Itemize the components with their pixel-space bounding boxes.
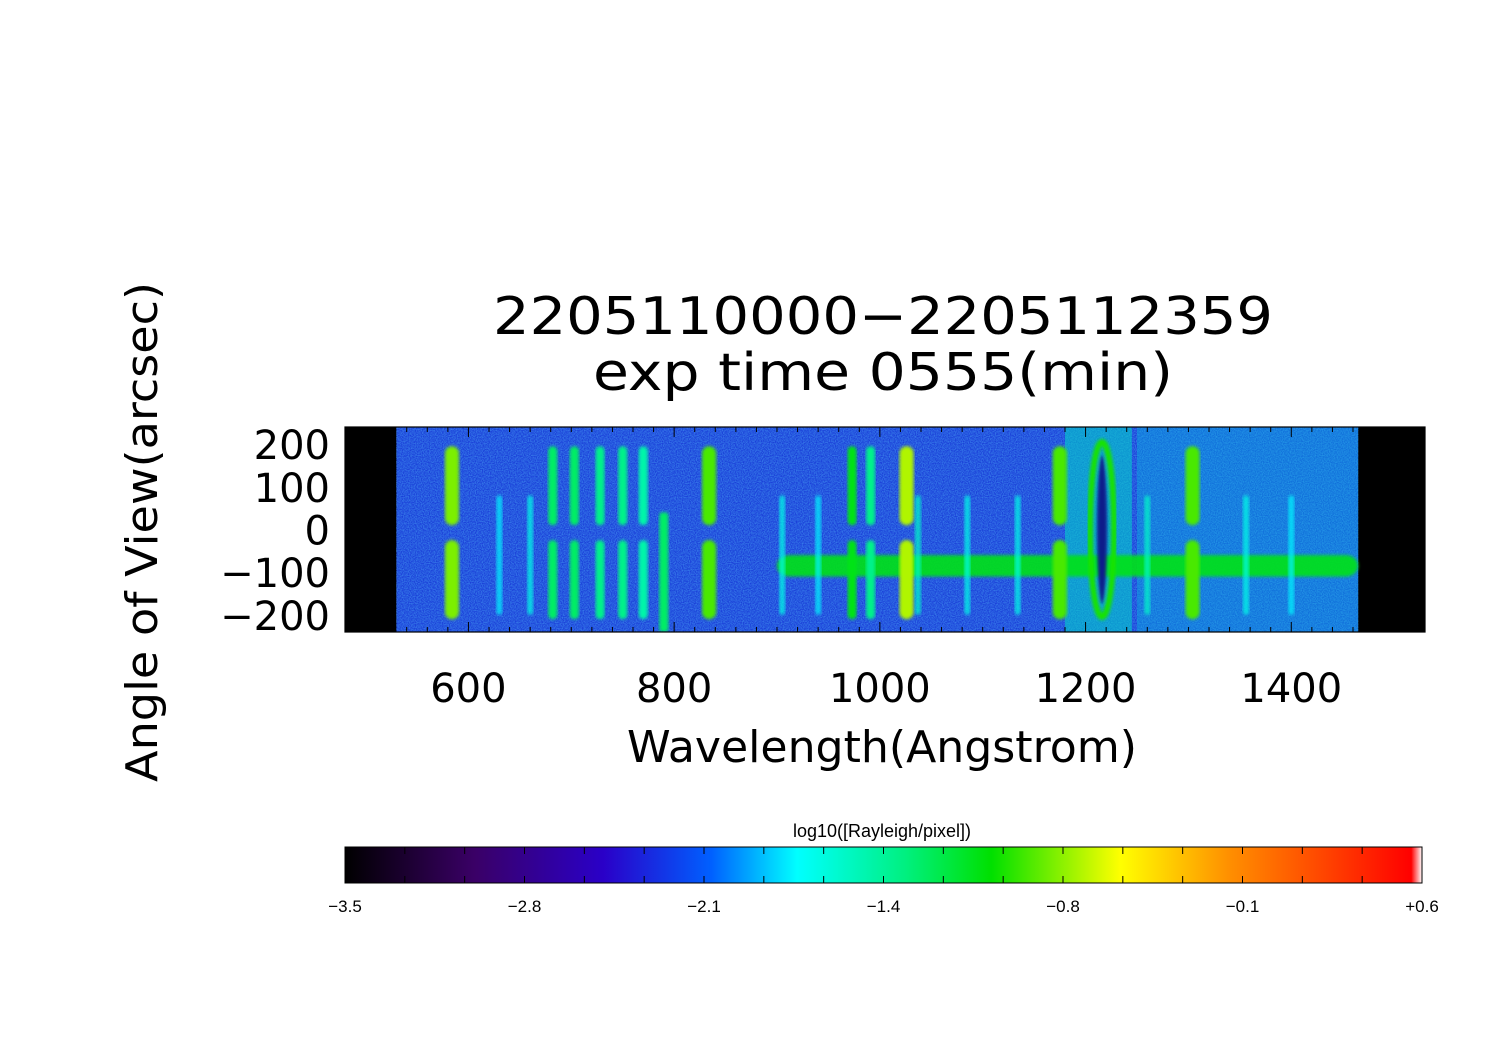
y-tick-label: 100 — [254, 466, 330, 512]
emission-line — [569, 446, 579, 620]
emission-line — [444, 446, 459, 620]
emission-line — [1243, 495, 1250, 615]
emission-line — [847, 446, 857, 620]
emission-line — [1144, 495, 1151, 615]
x-axis-ticks: 600 800 1000 1200 1400 — [365, 427, 1416, 712]
heatmap-image — [396, 427, 1359, 632]
emission-line — [779, 495, 786, 615]
emission-line — [1052, 446, 1067, 620]
colorbar-tick-label: −0.8 — [1046, 897, 1080, 916]
emission-line — [1185, 446, 1200, 620]
emission-line — [866, 446, 876, 620]
chart-title: 2205110000−2205112359 — [493, 287, 1273, 347]
x-axis-label: Wavelength(Angstrom) — [627, 722, 1137, 773]
emission-line — [527, 495, 534, 615]
colorbar-tick-label: −1.4 — [867, 897, 901, 916]
colorbar-tick-label: +0.6 — [1405, 897, 1439, 916]
emission-line — [964, 495, 971, 615]
emission-line — [595, 446, 605, 620]
emission-line — [659, 512, 669, 632]
y-tick-label: −200 — [220, 594, 330, 640]
colorbar-label: log10([Rayleigh/pixel]) — [793, 821, 971, 841]
emission-line — [548, 446, 558, 620]
x-tick-label: 600 — [430, 666, 506, 712]
colorbar-ticks: −3.5 −2.8 −2.1 −1.4 −0.8 −0.1 +0.6 — [328, 847, 1439, 916]
horizontal-emission-band — [777, 555, 1359, 577]
colorbar-tick-label: −2.1 — [687, 897, 721, 916]
y-tick-label: 0 — [305, 509, 330, 555]
y-tick-label: −100 — [220, 551, 330, 597]
emission-line — [815, 495, 822, 615]
emission-line — [618, 446, 628, 620]
emission-line — [1288, 495, 1295, 615]
emission-line — [638, 446, 648, 620]
x-tick-label: 800 — [636, 666, 712, 712]
emission-line — [914, 495, 921, 615]
plot-area — [345, 427, 1425, 632]
colorbar-tick-label: −2.8 — [508, 897, 542, 916]
x-tick-label: 1000 — [829, 666, 931, 712]
y-axis-label: Angle of View(arcsec) — [117, 282, 168, 782]
emission-line — [1087, 438, 1118, 621]
x-tick-label: 1400 — [1240, 666, 1342, 712]
x-tick-label: 1200 — [1035, 666, 1137, 712]
emission-line — [899, 446, 914, 620]
y-tick-label: 200 — [254, 423, 330, 469]
colorbar-tick-label: −3.5 — [328, 897, 362, 916]
chart-subtitle: exp time 0555(min) — [593, 343, 1173, 403]
emission-line — [1014, 495, 1021, 615]
colorbar-tick-label: −0.1 — [1226, 897, 1260, 916]
emission-line — [496, 495, 503, 615]
emission-line — [702, 446, 717, 620]
